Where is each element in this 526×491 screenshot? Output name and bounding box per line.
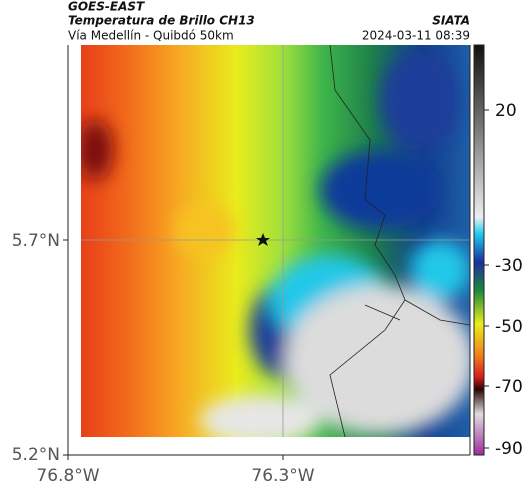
colorbar-label: 20 xyxy=(495,101,517,121)
colorbar-label: -90 xyxy=(495,439,523,459)
x-tick-label: 76.3°W xyxy=(251,466,314,486)
colorbar-label: -70 xyxy=(495,377,523,397)
border xyxy=(329,45,406,437)
x-tick-label: 76.8°W xyxy=(36,466,99,486)
timestamp: 2024-03-11 08:39 xyxy=(362,29,470,43)
satellite-image xyxy=(81,45,470,437)
y-tick-label: 5.7°N xyxy=(12,231,60,251)
colorbar-label: -50 xyxy=(495,317,523,337)
title: Temperatura de Brillo CH13 xyxy=(68,14,255,28)
colorbar xyxy=(473,44,485,456)
satellite-name: GOES-EAST xyxy=(68,0,145,14)
city-marker xyxy=(256,233,270,246)
border xyxy=(364,299,470,326)
y-tick-label: 5.2°N xyxy=(12,445,60,465)
colorbar-label: -30 xyxy=(495,256,523,276)
brand: SIATA xyxy=(432,14,470,28)
subtitle: Vía Medellín - Quibdó 50km xyxy=(68,29,234,43)
